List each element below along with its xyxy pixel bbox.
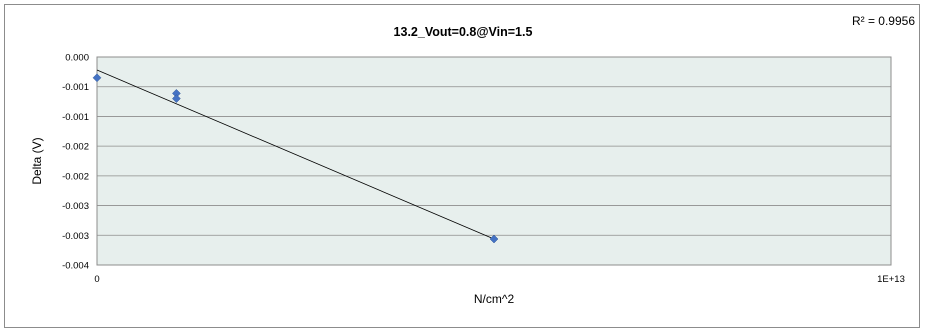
y-tick-label: -0.002 xyxy=(62,171,89,182)
y-axis-title: Delta (V) xyxy=(30,137,44,184)
y-tick-label: -0.003 xyxy=(62,231,89,242)
r-squared-label: R² = 0.9956 xyxy=(852,14,915,28)
x-tick-label: 0 xyxy=(94,274,99,285)
y-tick-label: -0.001 xyxy=(62,112,89,123)
chart-title: 13.2_Vout=0.8@Vin=1.5 xyxy=(394,25,533,39)
y-tick-label: -0.003 xyxy=(62,201,89,212)
x-tick-label: 1E+13 xyxy=(877,274,905,285)
plot-area xyxy=(96,56,892,266)
data-point-marker xyxy=(489,234,499,244)
y-tick-label: -0.001 xyxy=(62,82,89,93)
trendline xyxy=(96,69,495,240)
y-axis-ticks: 0.000 -0.001 -0.001 -0.002 -0.002 -0.003 -0.00… xyxy=(62,53,89,272)
chart-svg: 13.2_Vout=0.8@Vin=1.5 R² = 0.9956 0.000 -… xyxy=(30,14,915,306)
y-tick-label: -0.004 xyxy=(62,261,89,272)
data-points xyxy=(92,73,499,244)
data-point-marker xyxy=(172,94,181,103)
y-tick-label: 0.000 xyxy=(65,53,89,64)
x-axis-title: N/cm^2 xyxy=(474,292,515,306)
data-point-marker xyxy=(92,73,102,83)
x-axis-ticks: 0 1E+13 xyxy=(94,274,905,285)
y-tick-label: -0.002 xyxy=(62,142,89,153)
chart-frame: 13.2_Vout=0.8@Vin=1.5 R² = 0.9956 0.000 -… xyxy=(4,4,920,328)
